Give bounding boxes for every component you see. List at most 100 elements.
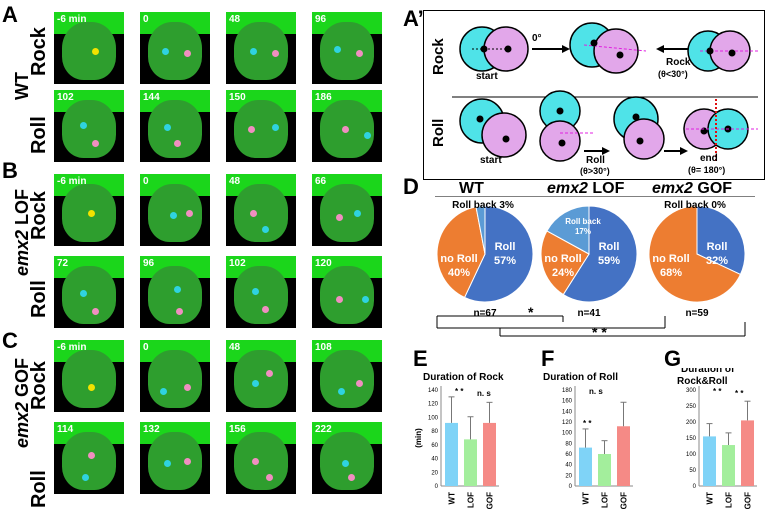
pink-dot	[266, 370, 273, 377]
cyan-dot	[164, 124, 171, 131]
cyan-dot	[250, 48, 257, 55]
pink-dot	[92, 140, 99, 147]
cell-blob	[62, 100, 116, 158]
chart1-ylabel: (min)	[415, 428, 423, 448]
panel-label-g: G	[664, 346, 682, 371]
pink-dot	[336, 214, 343, 221]
cell-blob	[320, 350, 374, 408]
frame-a-roll-2: 150	[226, 90, 296, 162]
cyan-dot	[262, 226, 269, 233]
chart2-ytick: 60	[565, 452, 572, 458]
chart2-title: Duration of Roll	[543, 372, 618, 383]
pie1-slice-roll	[463, 205, 534, 303]
label-a-rock: Rock	[28, 27, 50, 76]
time-label: 150	[229, 92, 246, 103]
chart1-ytick: 80	[431, 429, 438, 435]
cell-blob	[148, 432, 202, 490]
pie2-n: n=41	[577, 308, 601, 319]
label-c-roll: Roll	[28, 470, 50, 508]
chart2-ytick: 140	[562, 409, 573, 415]
cell-blob	[148, 22, 202, 80]
chart3-ytick: 250	[686, 404, 697, 410]
yellow-dot	[92, 48, 99, 55]
time-label: 108	[315, 342, 332, 353]
panel-label-d: D	[403, 174, 419, 199]
chart2-annotation-1: n. s	[589, 387, 603, 396]
pink-dot	[184, 50, 191, 57]
roll-start-label: start	[480, 155, 502, 166]
chart2-ytick: 120	[562, 420, 573, 426]
frame-b-roll-2: 102	[226, 256, 296, 328]
cyan-dot	[80, 290, 87, 297]
chart2-xtick-wt: WT	[582, 492, 591, 505]
chart2-xtick-lof: LOF	[601, 492, 610, 508]
cyan-dot	[252, 288, 259, 295]
end-label: end	[700, 153, 718, 164]
cyan-dot	[170, 212, 177, 219]
pie1-roll-pct: 57%	[494, 255, 516, 267]
cell-blob	[234, 266, 288, 324]
cell-blob	[234, 184, 288, 242]
cyan-dot	[338, 388, 345, 395]
chart2-bar-wt	[579, 447, 592, 486]
frame-a-roll-1: 144	[140, 90, 210, 162]
time-label: 96	[315, 14, 327, 25]
frame-c-rock-3: 108	[312, 340, 382, 412]
frame-a-rock-1: 0	[140, 12, 210, 84]
label-a-roll: Roll	[28, 116, 50, 154]
pie3-rollback-label: Roll back 0%	[664, 200, 726, 211]
label-c-rock: Rock	[28, 361, 50, 410]
pie3-slice-roll	[696, 205, 746, 276]
time-label: 186	[315, 92, 332, 103]
panel-label-f: F	[541, 346, 555, 371]
pink-dot	[356, 50, 363, 57]
roll-mid-cells	[539, 90, 594, 162]
frame-b-rock-3: 66	[312, 174, 382, 246]
chart2-bar-lof	[598, 454, 611, 486]
chart1-xtick-gof: GOF	[486, 492, 495, 509]
pie2-title: emx2 LOF	[547, 180, 625, 197]
pink-dot	[356, 380, 363, 387]
pink-dot	[184, 384, 191, 391]
roll-late-cells	[613, 96, 665, 160]
cyan-dot	[174, 286, 181, 293]
cell-blob	[234, 350, 288, 408]
pie2-noroll-pct: 24%	[552, 267, 574, 279]
time-label: 96	[143, 258, 155, 269]
time-label: 0	[143, 176, 149, 187]
chart1-title: Duration of Rock	[423, 372, 504, 383]
chart3-ytick: 300	[686, 388, 697, 394]
pie-charts: Roll 57% no Roll 40% Roll back 3% n=67 Roll 59%…	[435, 196, 755, 337]
chart1-ytick: 60	[431, 443, 438, 449]
pie3-slice-no-roll	[648, 205, 742, 303]
chart3-ytick: 150	[686, 436, 697, 442]
chart2-ytick: 40	[565, 463, 572, 469]
cyan-dot	[364, 132, 371, 139]
pink-dot	[262, 306, 269, 313]
chart2-ytick: 160	[562, 399, 573, 405]
chart1-ytick: 140	[428, 388, 439, 394]
zero-degree-label: 0°	[532, 33, 542, 44]
chart2-annotation-2: * *	[583, 419, 592, 428]
bar-charts: Duration of Rock 0 20 40 60 80 100 120 140 (min) W…	[415, 368, 757, 509]
rock-start-label: start	[476, 71, 498, 82]
pie2-slice-roll	[562, 205, 638, 303]
pie1-rollback-label: Roll back 3%	[452, 200, 514, 211]
time-label: 66	[315, 176, 327, 187]
chart3-annotation-2: * *	[735, 389, 744, 398]
end-theta-label: (θ= 180°)	[688, 165, 726, 175]
pink-dot	[250, 210, 257, 217]
cyan-dot	[252, 380, 259, 387]
pink-dot	[248, 126, 255, 133]
time-label: 0	[143, 14, 149, 25]
frame-a-roll-0: 102	[54, 90, 124, 162]
pink-dot	[336, 296, 343, 303]
frame-b-roll-0: 72	[54, 256, 124, 328]
label-b-roll: Roll	[28, 280, 50, 318]
frame-a-rock-0: -6 min	[54, 12, 124, 84]
frame-a-rock-2: 48	[226, 12, 296, 84]
time-label: 120	[315, 258, 332, 269]
pie2-roll-label: Roll	[599, 241, 620, 253]
time-label: 156	[229, 424, 246, 435]
cell-blob	[320, 184, 374, 242]
